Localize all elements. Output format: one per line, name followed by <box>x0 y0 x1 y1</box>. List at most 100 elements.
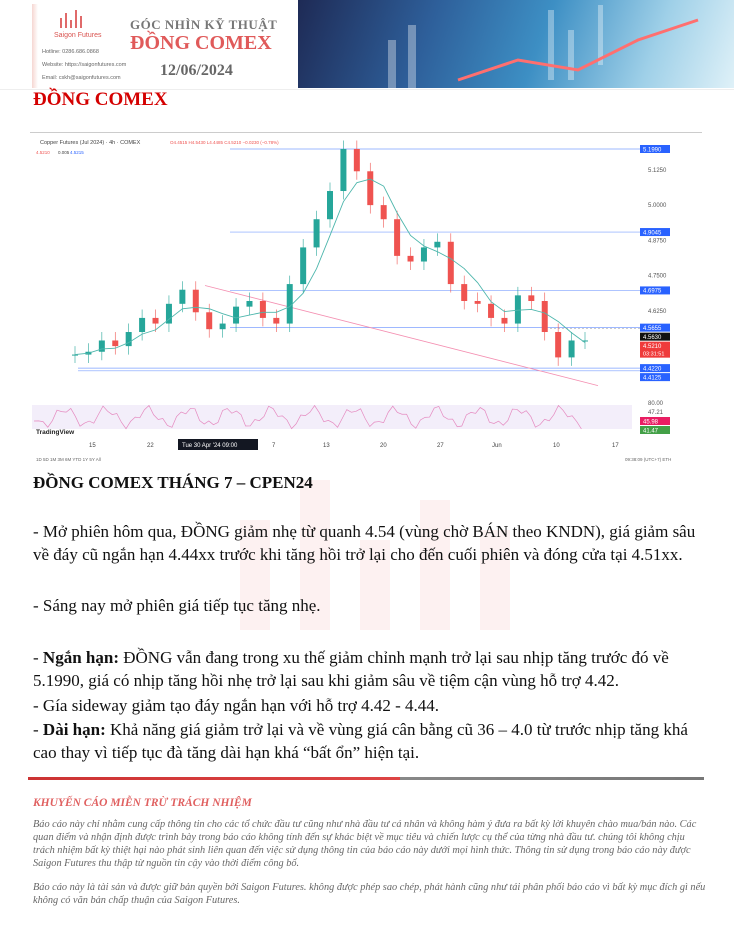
candle <box>327 191 333 220</box>
candle <box>434 241 441 248</box>
banner-date: 12/06/2024 <box>160 62 233 79</box>
paragraph-long-term: - Dài hạn: Khả năng giá giảm trở lại và … <box>33 720 688 762</box>
candle <box>514 295 521 324</box>
level-badge <box>640 373 670 382</box>
date-tick-3: 13 <box>323 443 330 449</box>
osc-value-b: 41.47 <box>643 429 659 435</box>
watermark-logo <box>240 480 510 630</box>
candle <box>206 312 213 330</box>
sell-price: 4.5210 <box>36 150 50 155</box>
date-tick-8: 17 <box>612 443 619 449</box>
price-tick-1: 5.0000 <box>648 203 667 209</box>
candle <box>313 219 320 248</box>
candle <box>152 317 159 324</box>
disclaimer-copyright: Báo cáo này là tài sản và được giữ bản q… <box>33 882 706 906</box>
banner-kicker: GÓC NHÌN KỸ THUẬT <box>130 17 278 32</box>
candle <box>582 340 588 342</box>
date-tick-6: Jun <box>492 443 502 449</box>
level-badge <box>640 323 670 332</box>
candle <box>380 205 387 220</box>
candle <box>286 284 293 324</box>
price-chart: Copper Futures (Jul 2024) · 4h · COMEX O4… <box>30 132 702 468</box>
candle <box>259 300 266 318</box>
candle <box>447 241 454 285</box>
level-badge <box>640 145 670 153</box>
candle <box>367 171 374 206</box>
candle <box>72 354 78 356</box>
candle <box>273 317 280 324</box>
candle <box>246 300 253 307</box>
email: Email: cskh@saigonfutures.com <box>42 75 121 81</box>
candle <box>112 340 119 347</box>
spread: 0.005 <box>58 150 70 155</box>
logo-text: Saigon Futures <box>54 32 102 39</box>
candle <box>233 306 240 324</box>
report-banner: Saigon Futures Hotline: 0286.686.0868 We… <box>0 0 734 90</box>
banner-company-panel: Saigon Futures Hotline: 0286.686.0868 We… <box>32 4 298 88</box>
candle <box>568 340 575 358</box>
tradingview-logo: TradingView <box>36 429 75 436</box>
disclaimer-title: KHUYẾN CÁO MIỄN TRỪ TRÁCH NHIỆM <box>33 797 252 809</box>
hotline: Hotline: 0286.686.0868 <box>42 49 99 55</box>
candle <box>340 149 347 192</box>
banner-image <box>298 0 734 88</box>
page-title: ĐỒNG COMEX <box>33 89 168 110</box>
candle <box>420 247 427 262</box>
divider <box>28 777 704 780</box>
date-tick-4: 20 <box>380 443 387 449</box>
disclaimer-text: Báo cáo này chỉ nhằm cung cấp thông tin … <box>33 819 697 869</box>
range-selector: 1D 5D 1M 3M 6M YTD 1Y 5Y All <box>36 457 101 462</box>
date-tick-5: 27 <box>437 443 444 449</box>
date-tick-0: 15 <box>89 443 96 449</box>
osc-badge-a <box>640 417 670 425</box>
paragraph-sideway: - Gía sideway giảm tạo đáy ngắn hạn với … <box>33 696 440 715</box>
long-term-text: Khả năng giá giảm trở lại và về vùng giá… <box>33 720 688 762</box>
candle <box>125 332 132 347</box>
chart-ohlc: O4.4515 H4.5430 L4.4485 C4.5210 −0.0230 … <box>170 140 279 145</box>
level-label-0: 5.1990 <box>643 147 662 153</box>
section-title: ĐỒNG COMEX THÁNG 7 – CPEN24 <box>33 473 313 492</box>
ma-label: 4.5630 <box>643 335 662 341</box>
level-badge <box>640 364 670 373</box>
level-label-2: 4.6975 <box>643 289 662 295</box>
level-label-1: 4.9045 <box>643 230 662 236</box>
candle <box>192 289 199 313</box>
candle <box>300 247 307 285</box>
countdown: 03:31:51 <box>643 352 664 358</box>
candle <box>528 295 535 301</box>
paragraph-morning: - Sáng nay mở phiên giá tiếp tục tăng nh… <box>33 596 321 615</box>
short-term-text: ĐỒNG vẫn đang trong xu thế giảm chỉnh mạ… <box>33 648 669 690</box>
candle <box>139 317 146 333</box>
moving-average-line <box>74 178 586 356</box>
candle <box>501 317 508 324</box>
ma-badge <box>640 332 670 341</box>
date-tick-2: 7 <box>272 443 276 449</box>
short-term-label: Ngắn hạn: <box>42 648 119 667</box>
crosshair-date-badge <box>178 439 258 450</box>
date-tick-1: 22 <box>147 443 154 449</box>
level-label-4: 4.4220 <box>643 366 662 372</box>
candle <box>488 303 495 318</box>
buy-price: 4.5215 <box>70 150 84 155</box>
osc-tick-1: 47.21 <box>648 410 664 416</box>
candle <box>394 219 401 256</box>
date-tick-7: 10 <box>553 443 560 449</box>
osc-value-a: 45.98 <box>643 420 659 426</box>
banner-chart-graphic <box>388 5 699 88</box>
price-tick-2: 4.8750 <box>648 238 667 244</box>
candle <box>219 323 226 330</box>
oscillator-panel <box>32 405 632 429</box>
last-price: 4.5210 <box>643 344 662 350</box>
chart-symbol: Copper Futures (Jul 2024) · 4h · COMEX <box>40 140 141 146</box>
last-price-badge <box>640 341 670 358</box>
candle <box>541 300 548 333</box>
candle <box>353 149 360 172</box>
candle <box>555 332 562 358</box>
banner-title: ĐỒNG COMEX <box>130 32 272 54</box>
osc-badge-b <box>640 426 670 434</box>
level-label-5: 4.4125 <box>643 375 662 381</box>
candle <box>461 284 468 301</box>
crosshair-date: Tue 30 Apr '24 09:00 <box>182 443 238 449</box>
logo-icon <box>60 10 82 28</box>
level-badge <box>640 228 670 237</box>
